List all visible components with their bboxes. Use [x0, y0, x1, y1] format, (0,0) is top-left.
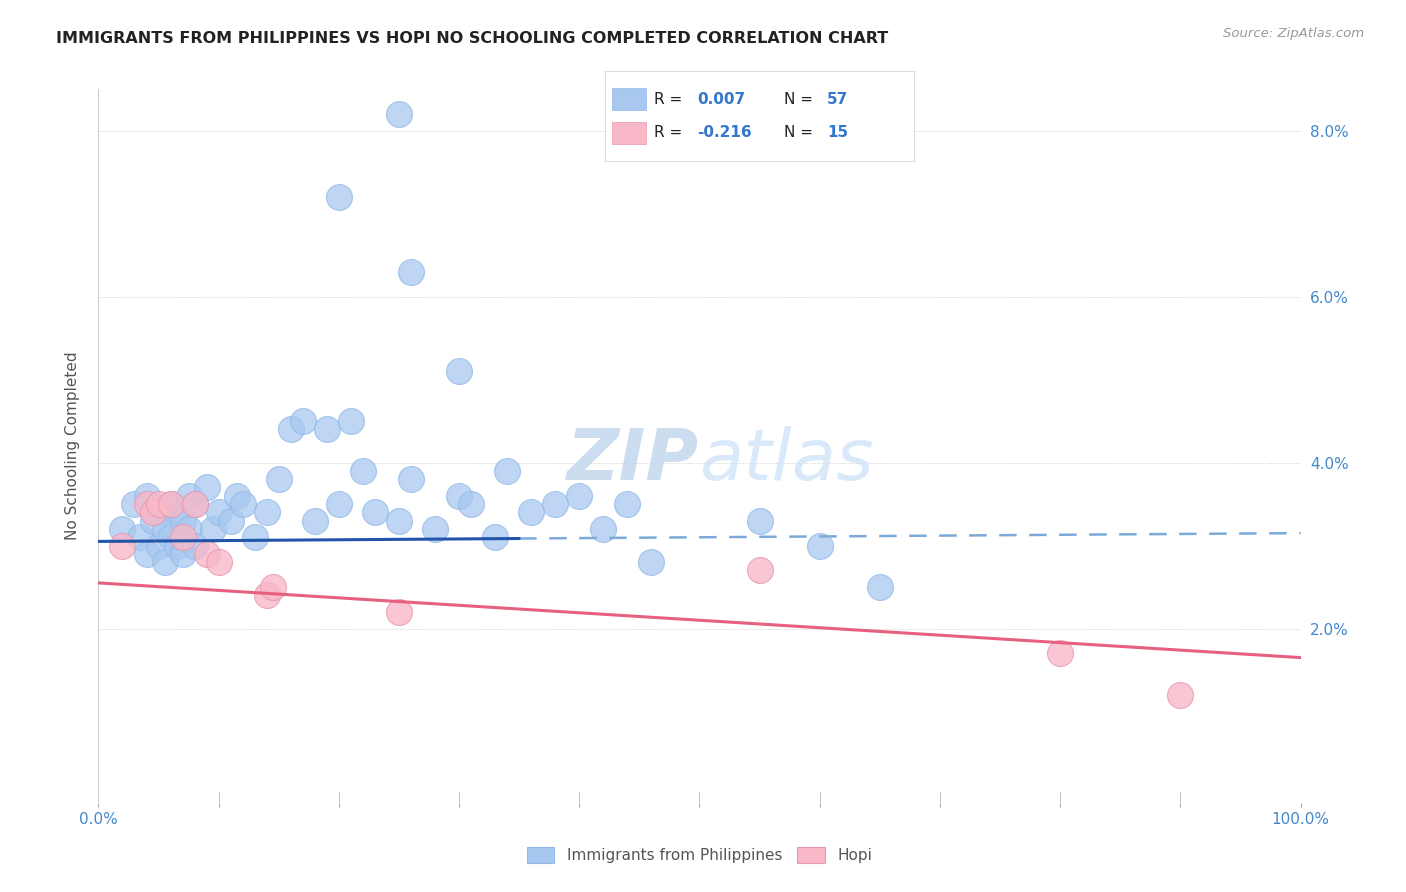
Point: [447, 364, 470, 378]
Point: [616, 497, 638, 511]
Legend: Immigrants from Philippines, Hopi: Immigrants from Philippines, Hopi: [527, 847, 872, 863]
Point: [640, 555, 662, 569]
Text: atlas: atlas: [700, 425, 875, 495]
Point: [208, 505, 231, 519]
Point: [1049, 647, 1071, 661]
Point: [159, 530, 181, 544]
Text: 0.007: 0.007: [697, 92, 745, 107]
Point: [808, 539, 831, 553]
Point: [256, 588, 278, 602]
Point: [267, 472, 290, 486]
Point: [460, 497, 482, 511]
Point: [243, 530, 266, 544]
Point: [195, 481, 218, 495]
Point: [219, 514, 242, 528]
Text: N =: N =: [785, 92, 818, 107]
Point: [135, 489, 157, 503]
Point: [225, 489, 247, 503]
Point: [447, 489, 470, 503]
Point: [328, 190, 350, 204]
Point: [172, 530, 194, 544]
Point: [111, 539, 134, 553]
Point: [148, 539, 170, 553]
Point: [388, 514, 411, 528]
Point: [166, 505, 188, 519]
Point: [423, 522, 446, 536]
Point: [183, 497, 205, 511]
Point: [201, 522, 224, 536]
Point: [280, 422, 302, 436]
Point: [232, 497, 254, 511]
Point: [399, 265, 422, 279]
Text: R =: R =: [654, 125, 688, 140]
Point: [256, 505, 278, 519]
Point: [364, 505, 387, 519]
Point: [340, 414, 363, 428]
Point: [1170, 688, 1192, 702]
Point: [177, 489, 200, 503]
Point: [124, 497, 146, 511]
Point: [141, 514, 163, 528]
Point: [328, 497, 350, 511]
Point: [148, 505, 170, 519]
Point: [748, 514, 770, 528]
Point: [177, 522, 200, 536]
Point: [172, 514, 194, 528]
Point: [869, 580, 891, 594]
Text: 57: 57: [827, 92, 849, 107]
Point: [388, 107, 411, 121]
Point: [159, 497, 181, 511]
Point: [291, 414, 314, 428]
Point: [352, 464, 374, 478]
Text: Source: ZipAtlas.com: Source: ZipAtlas.com: [1223, 27, 1364, 40]
Point: [135, 497, 157, 511]
Point: [148, 497, 170, 511]
Point: [135, 547, 157, 561]
Point: [208, 555, 231, 569]
Point: [183, 497, 205, 511]
Point: [520, 505, 543, 519]
Point: [111, 522, 134, 536]
Point: [141, 505, 163, 519]
Point: [166, 539, 188, 553]
Point: [262, 580, 284, 594]
Point: [399, 472, 422, 486]
Point: [388, 605, 411, 619]
Point: [172, 547, 194, 561]
Point: [568, 489, 591, 503]
Text: 15: 15: [827, 125, 848, 140]
Point: [484, 530, 506, 544]
Y-axis label: No Schooling Completed: No Schooling Completed: [65, 351, 80, 541]
FancyBboxPatch shape: [613, 121, 647, 144]
Point: [544, 497, 567, 511]
Point: [183, 539, 205, 553]
Point: [159, 497, 181, 511]
Text: -0.216: -0.216: [697, 125, 752, 140]
Point: [153, 522, 176, 536]
Point: [315, 422, 337, 436]
FancyBboxPatch shape: [613, 88, 647, 111]
Text: ZIP: ZIP: [567, 425, 700, 495]
Point: [304, 514, 326, 528]
Point: [496, 464, 519, 478]
Point: [153, 555, 176, 569]
Point: [748, 564, 770, 578]
Point: [129, 530, 152, 544]
Text: IMMIGRANTS FROM PHILIPPINES VS HOPI NO SCHOOLING COMPLETED CORRELATION CHART: IMMIGRANTS FROM PHILIPPINES VS HOPI NO S…: [56, 31, 889, 46]
Point: [592, 522, 614, 536]
Point: [195, 547, 218, 561]
Text: R =: R =: [654, 92, 688, 107]
Text: N =: N =: [785, 125, 818, 140]
